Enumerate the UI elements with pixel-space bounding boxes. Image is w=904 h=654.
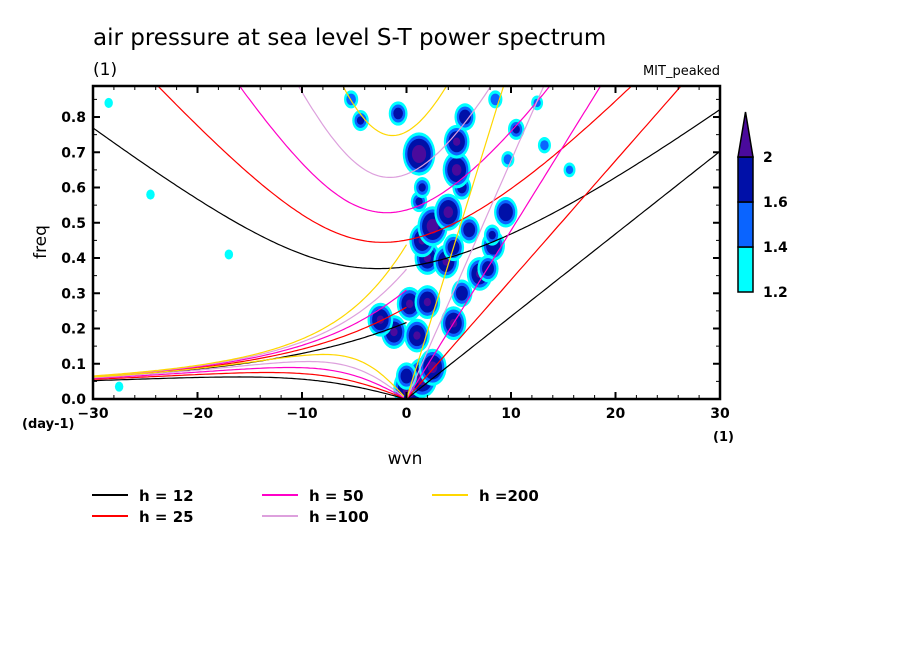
- dispersion-curves: [94, 87, 720, 399]
- axis-ticks: [92, 86, 721, 400]
- contour-patch: [114, 381, 124, 392]
- rossby-curve-h200: [94, 353, 405, 397]
- source-label: MIT_peaked: [643, 64, 720, 79]
- contour-patch: [459, 109, 471, 125]
- kelvin-curve-h200: [405, 87, 504, 399]
- contour-patch: [426, 218, 439, 234]
- y-tick-label: 0.2: [61, 322, 86, 338]
- contour-patch: [356, 116, 365, 125]
- legend-label: h = 25: [139, 508, 194, 526]
- ig-curve-h100: [298, 87, 492, 178]
- plot-frame: [91, 84, 722, 401]
- colorbar-segment: [737, 156, 754, 203]
- x-tick-label: −10: [286, 406, 317, 422]
- ig-curve-h25: [158, 87, 632, 243]
- colorbar-label: 1.2: [763, 285, 788, 301]
- mrg-curve-h200: [94, 244, 408, 377]
- chart-subtitle: (1): [93, 60, 117, 80]
- contour-patch: [104, 97, 113, 108]
- contour-patch: [451, 164, 462, 176]
- contour-patch: [423, 297, 432, 307]
- y-axis-label: freq: [31, 225, 51, 259]
- contour-patch: [490, 93, 501, 106]
- contour-patch: [455, 285, 468, 301]
- mrg-curve-h25: [94, 306, 407, 378]
- y-tick-label: 0.7: [61, 145, 86, 161]
- contour-patch: [146, 189, 155, 200]
- kelvin-curve-h25: [406, 87, 681, 399]
- contour-patch: [565, 165, 574, 175]
- ig-curve-h200: [342, 87, 447, 137]
- rossby-curve-h12: [94, 376, 405, 399]
- contour-patch: [400, 368, 413, 384]
- kelvin-curve-h12: [406, 150, 720, 399]
- colorbar-label: 2: [763, 150, 773, 166]
- x-tick-label: −20: [182, 406, 213, 422]
- y-tick-label: 0.6: [61, 181, 86, 197]
- colorbar-label: 1.4: [763, 240, 788, 256]
- legend-label: h = 12: [139, 487, 194, 505]
- contour-patch: [393, 107, 403, 120]
- colorbar-segment: [737, 246, 754, 293]
- y-tick-label: 0.4: [61, 251, 86, 267]
- colorbar-segment: [737, 201, 754, 248]
- x-tick-label: 10: [501, 406, 521, 422]
- x-tick-label: 30: [710, 406, 730, 422]
- contour-patch: [418, 183, 426, 192]
- x-tick-label: −30: [77, 406, 108, 422]
- legend: h = 12 h = 50 h =200 h = 25 h =100: [92, 487, 539, 526]
- chart-title: air pressure at sea level S-T power spec…: [93, 25, 606, 51]
- contour-patch: [405, 299, 414, 309]
- contour-patch: [390, 327, 398, 337]
- contour-patch: [498, 203, 513, 222]
- legend-label: h = 50: [309, 487, 364, 505]
- contour-patch: [503, 154, 513, 165]
- legend-label: h =100: [309, 508, 369, 526]
- ig-curve-h12: [94, 109, 720, 270]
- contour-patch: [453, 137, 461, 146]
- contour-patch: [411, 145, 427, 164]
- ig-curve-h50: [239, 87, 550, 214]
- rossby-curve-h50: [94, 366, 405, 399]
- y-unit-label: (day-1): [22, 417, 74, 432]
- x-tick-labels: −30 −20 −10 0 10 20 30: [77, 406, 730, 422]
- y-tick-label: 0.8: [61, 110, 86, 126]
- y-tick-labels: 0.0 0.1 0.2 0.3 0.4 0.5 0.6 0.7 0.8: [61, 110, 86, 408]
- contour-patch: [415, 197, 423, 206]
- kelvin-curve-h50: [405, 87, 601, 399]
- contour-patch: [488, 230, 496, 240]
- y-tick-label: 0.0: [61, 392, 86, 408]
- x-axis-label: wvn: [388, 449, 423, 469]
- contour-patch: [224, 249, 234, 260]
- contour-patch: [413, 331, 421, 340]
- colorbar-label: 1.6: [763, 195, 788, 211]
- legend-label: h =200: [479, 487, 539, 505]
- x-tick-label: 20: [606, 406, 626, 422]
- colorbar: 1.2 1.4 1.6 2: [737, 111, 788, 301]
- contour-layer: [104, 90, 576, 399]
- rossby-curve-h100: [94, 360, 405, 398]
- contour-patch: [540, 140, 549, 151]
- x-unit-label: (1): [713, 430, 734, 445]
- contour-patch: [443, 206, 454, 219]
- y-tick-label: 0.1: [61, 357, 86, 373]
- y-tick-label: 0.3: [61, 286, 86, 302]
- contour-patch: [427, 361, 438, 374]
- contour-patch: [463, 222, 476, 238]
- x-tick-label: 0: [402, 406, 412, 422]
- y-tick-label: 0.5: [61, 216, 86, 232]
- colorbar-extend-arrow: [737, 111, 754, 158]
- rossby-curve-h25: [94, 371, 405, 399]
- kelvin-curve-h100: [405, 87, 545, 399]
